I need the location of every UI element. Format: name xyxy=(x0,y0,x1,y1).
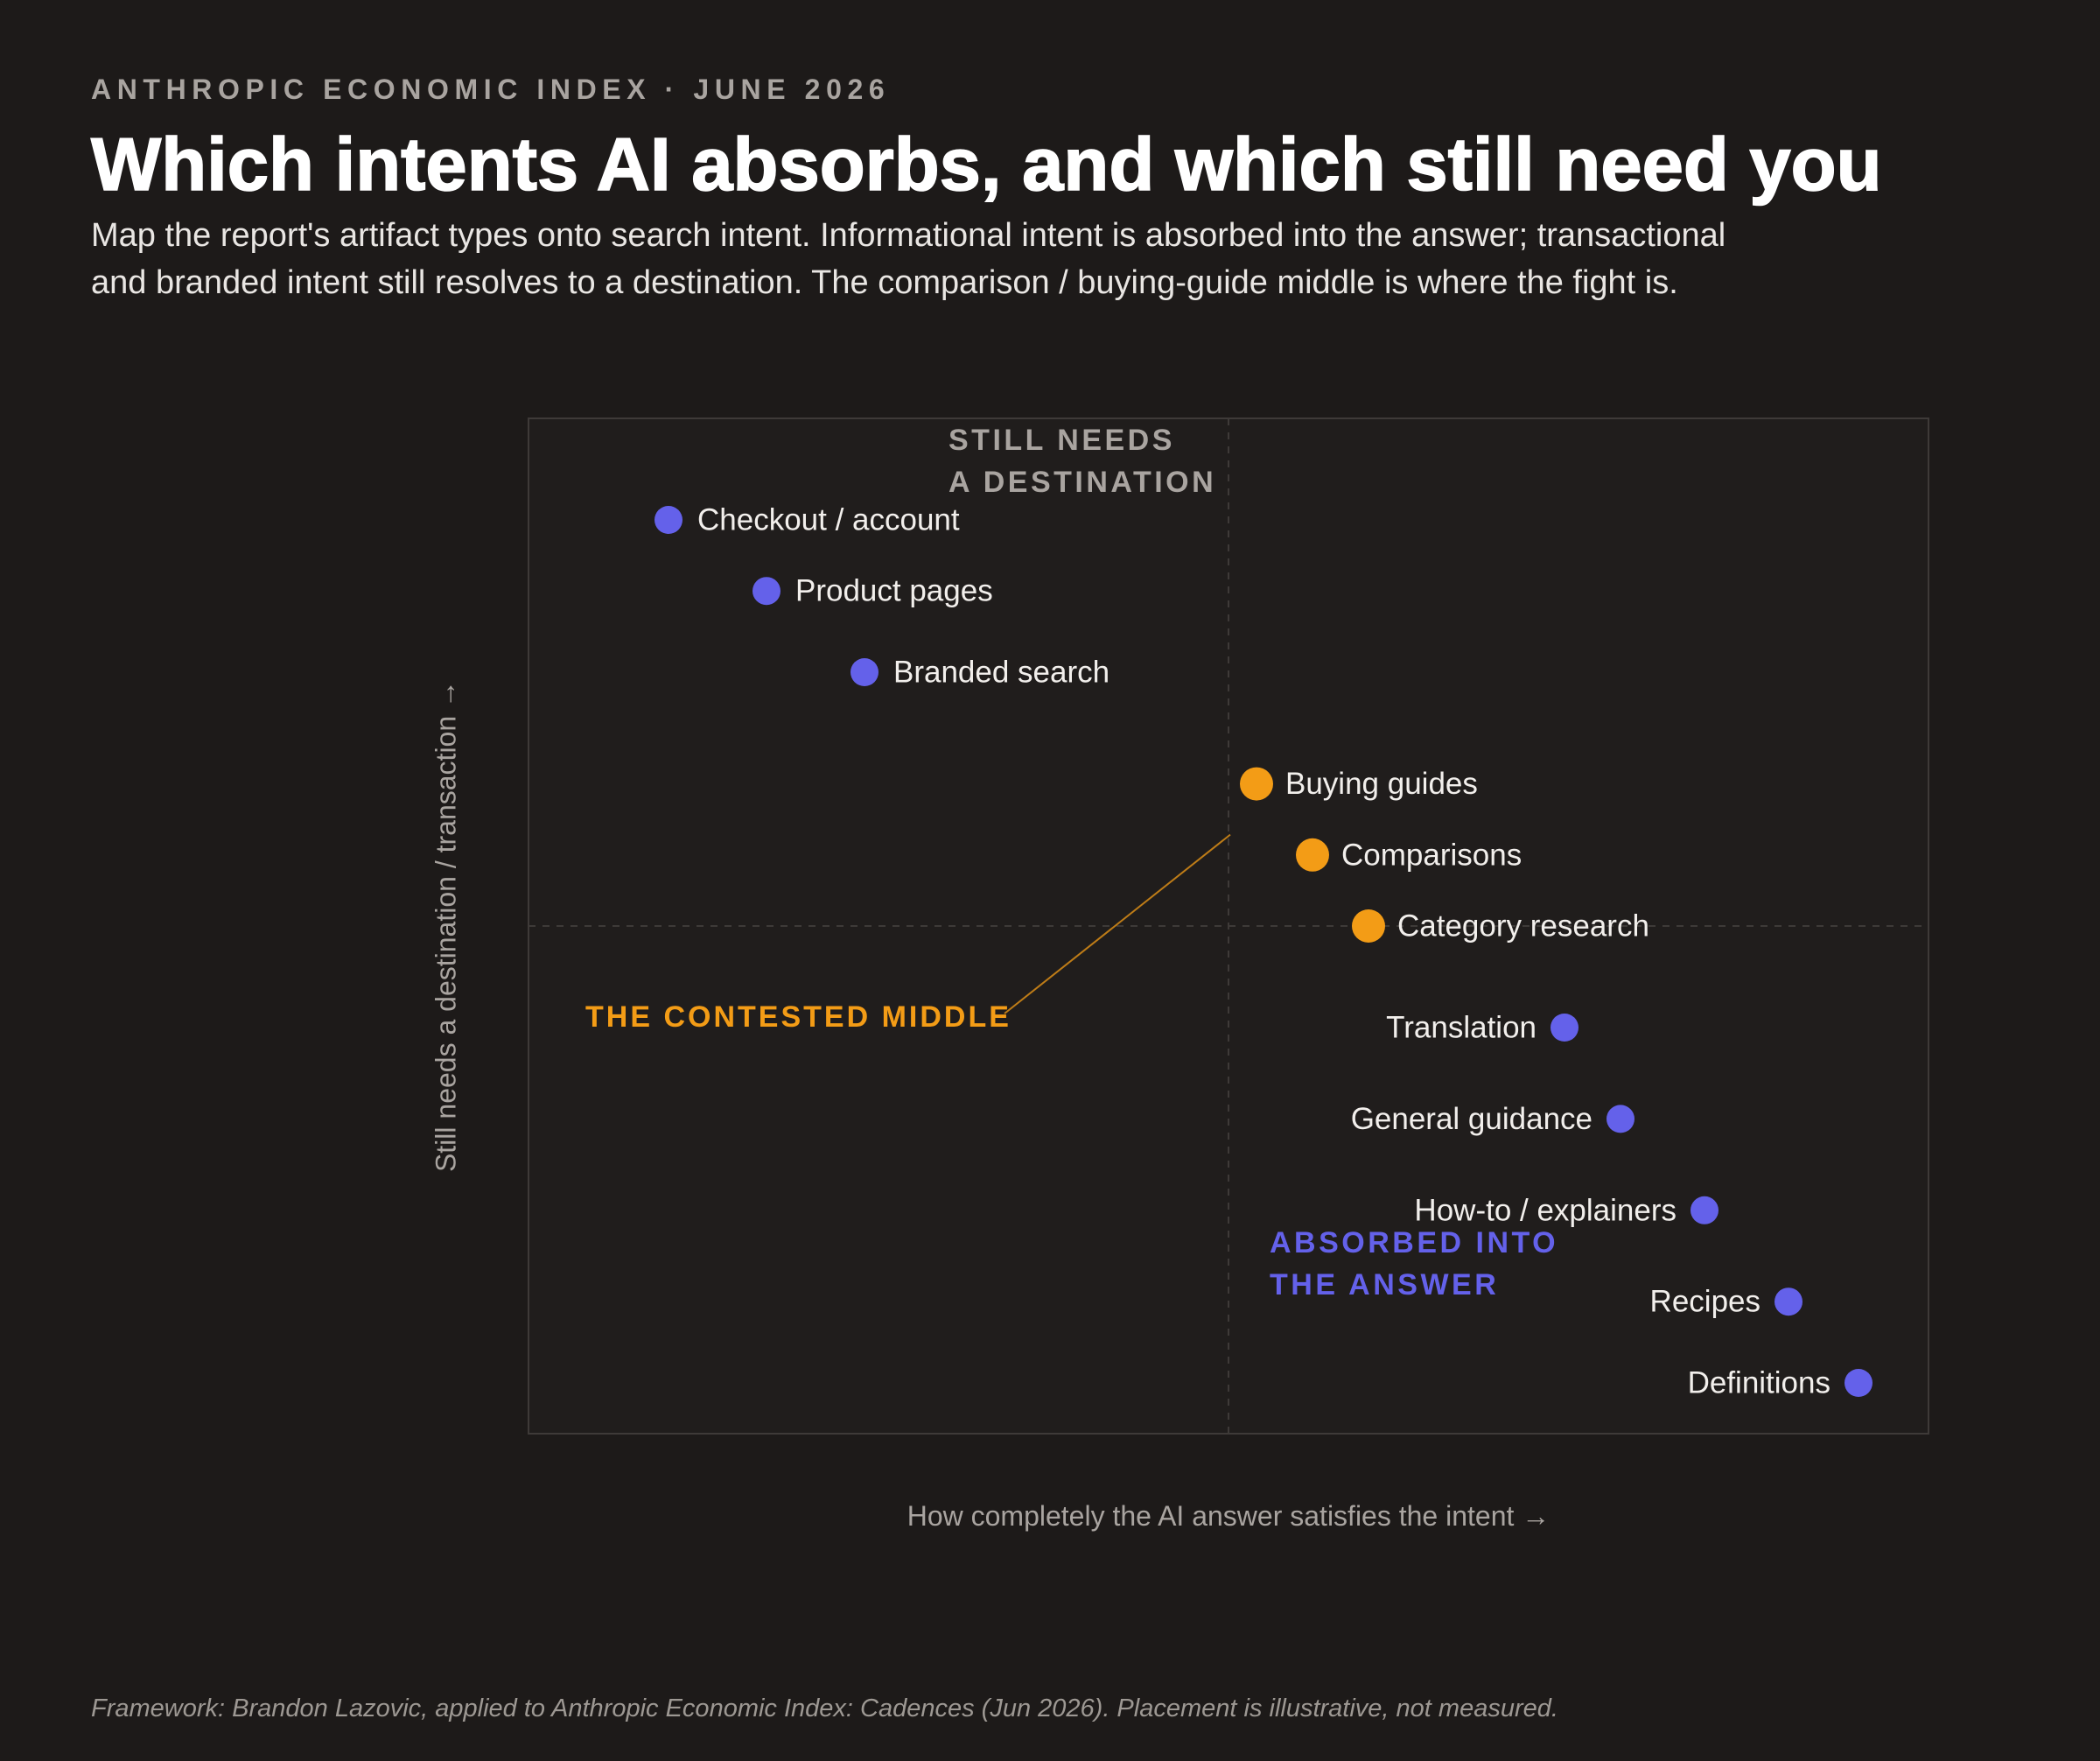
point-how-to-explainers xyxy=(1690,1196,1718,1224)
page-title: Which intents AI absorbs, and which stil… xyxy=(90,123,1882,207)
point-label-category-research: Category research xyxy=(1397,909,1649,944)
point-label-recipes: Recipes xyxy=(1650,1285,1760,1319)
point-label-general-guidance: General guidance xyxy=(1351,1102,1592,1136)
point-label-definitions: Definitions xyxy=(1688,1366,1830,1400)
point-recipes xyxy=(1774,1287,1802,1316)
point-product-pages xyxy=(752,577,780,606)
quadrant-label-destination: STILL NEEDS xyxy=(948,424,1175,457)
point-category-research xyxy=(1352,909,1385,943)
point-general-guidance xyxy=(1606,1105,1634,1133)
point-translation xyxy=(1550,1014,1578,1042)
point-label-checkout-account: Checkout / account xyxy=(697,503,960,537)
source-footnote: Framework: Brandon Lazovic, applied to A… xyxy=(91,1694,1558,1722)
chart-marks: Checkout / account Product pages Branded s… xyxy=(585,424,1872,1400)
point-checkout-account xyxy=(654,506,682,534)
point-label-branded-search: Branded search xyxy=(893,656,1110,690)
point-definitions xyxy=(1844,1369,1872,1397)
quadrant-label-destination: A DESTINATION xyxy=(948,466,1216,499)
point-comparisons xyxy=(1296,838,1329,872)
point-label-buying-guides: Buying guides xyxy=(1285,767,1478,801)
point-label-product-pages: Product pages xyxy=(795,574,993,608)
page-subtitle: Map the report's artifact types onto sea… xyxy=(91,217,1726,301)
report-eyebrow: ANTHROPIC ECONOMIC INDEX · JUNE 2026 xyxy=(91,74,891,105)
x-axis-label: How completely the AI answer satisfies t… xyxy=(907,1500,1550,1532)
contested-middle-annotation: THE CONTESTED MIDDLE xyxy=(585,1000,1012,1034)
point-label-how-to-explainers: How-to / explainers xyxy=(1414,1193,1676,1227)
point-label-comparisons: Comparisons xyxy=(1341,838,1522,872)
quadrant-label-absorbed: THE ANSWER xyxy=(1270,1268,1499,1301)
quadrant-label-absorbed: ABSORBED INTO xyxy=(1270,1226,1558,1259)
y-axis-label: Still needs a destination / transaction … xyxy=(430,680,461,1172)
point-branded-search xyxy=(850,658,878,686)
point-label-translation: Translation xyxy=(1386,1011,1536,1045)
point-buying-guides xyxy=(1240,767,1273,801)
contested-middle-leader-line xyxy=(1004,833,1231,1014)
